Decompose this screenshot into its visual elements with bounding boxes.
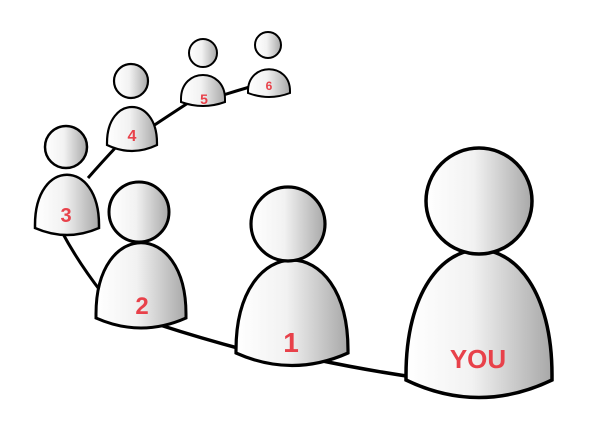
figure-5-body [180, 74, 226, 107]
figure-2-head [107, 180, 171, 244]
connector-2-3 [60, 231, 104, 294]
person-figure-3: 3 [33, 124, 101, 237]
connector-4-5 [149, 101, 189, 130]
connector-1-2 [159, 323, 246, 352]
figure-3-body [33, 173, 101, 237]
figure-2-body [94, 241, 188, 330]
figure-4-label: 4 [128, 128, 137, 145]
figure-you-head [424, 146, 534, 256]
connector-3-4 [86, 143, 120, 179]
figure-1-head [249, 185, 327, 263]
figure-5-head [188, 38, 218, 68]
figures-group: 6 5 4 3 2 1 [33, 31, 554, 400]
figure-4-head [112, 62, 150, 100]
figure-6-body [247, 68, 291, 98]
figure-3-head [43, 124, 89, 170]
figure-you-label: YOU [450, 344, 506, 374]
figure-you-body [404, 248, 554, 400]
person-figure-you: YOU [404, 146, 554, 400]
figure-4-body [105, 106, 159, 153]
person-figure-6: 6 [247, 31, 291, 98]
person-figure-1: 1 [234, 185, 350, 367]
figure-5-label: 5 [200, 91, 208, 107]
figure-2-label: 2 [135, 293, 148, 320]
person-figure-2: 2 [94, 180, 188, 330]
figure-6-head [254, 31, 282, 59]
figure-3-label: 3 [60, 205, 71, 227]
person-figure-5: 5 [180, 38, 226, 107]
person-figure-4: 4 [105, 62, 159, 153]
figure-1-body [234, 258, 350, 367]
figure-1-label: 1 [283, 327, 299, 358]
figure-6-label: 6 [266, 79, 273, 93]
